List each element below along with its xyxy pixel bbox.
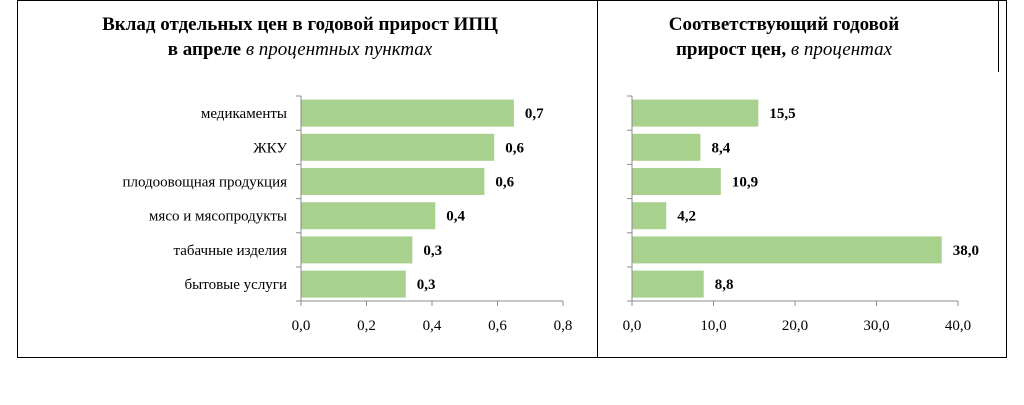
left-category-label-5: табачные изделия (173, 243, 287, 259)
left-value-label-5: 0,3 (423, 243, 442, 259)
left-bar-3 (301, 168, 485, 195)
left-value-label-4: 0,4 (446, 209, 465, 225)
right-bar-1 (632, 99, 759, 127)
left-x-tick-label-5: 0,8 (554, 318, 573, 334)
left-value-label-2: 0,6 (505, 140, 524, 156)
right-value-label-1: 15,5 (769, 106, 795, 122)
right-value-label-5: 38,0 (953, 243, 979, 259)
left-value-label-3: 0,6 (495, 175, 514, 191)
left-category-label-3: плодоовощная продукция (122, 175, 287, 191)
right-x-tick-label-2: 10,0 (700, 318, 726, 334)
right-bar-5 (632, 236, 942, 264)
left-category-label-1: медикаменты (201, 106, 287, 122)
right-chart-title-line2: прирост цен, в процентах (676, 39, 893, 60)
right-bar-2 (632, 133, 701, 161)
left-value-label-1: 0,7 (525, 106, 544, 122)
right-chart-title-bold-part: прирост цен, (676, 39, 786, 60)
right-bar-6 (632, 270, 704, 298)
left-x-tick-label-2: 0,2 (357, 318, 376, 334)
left-x-tick-label-4: 0,6 (488, 318, 507, 334)
right-x-tick-label-1: 0,0 (623, 318, 642, 334)
right-value-label-3: 10,9 (732, 175, 758, 191)
left-x-tick-label-1: 0,0 (292, 318, 311, 334)
left-category-label-4: мясо и мясопродукты (149, 209, 287, 225)
right-value-label-4: 4,2 (677, 209, 696, 225)
right-bar-4 (632, 202, 667, 230)
right-value-label-2: 8,4 (711, 140, 730, 156)
left-category-label-2: ЖКУ (253, 140, 287, 156)
left-bar-6 (301, 270, 406, 298)
left-bar-1 (301, 99, 514, 127)
right-chart-title-italic-part: в процентах (791, 39, 893, 60)
left-value-label-6: 0,3 (417, 277, 436, 293)
right-x-tick-label-3: 20,0 (782, 318, 808, 334)
right-panel-frame (597, 0, 1007, 358)
left-chart-title-line2: в апреле в процентных пунктах (168, 39, 433, 60)
left-bar-chart: 0,7 медикаменты 0,6 ЖКУ 0,6 плодоовощная прод… (122, 95, 573, 334)
left-chart-title-italic-part: в процентных пунктах (246, 39, 433, 60)
right-bar-3 (632, 168, 721, 195)
right-bar-chart: 15,5 8,4 10,9 4,2 38,0 8,8 0,0 10,0 20,0 30,0 40,0 (623, 95, 979, 334)
left-bar-4 (301, 202, 436, 230)
right-x-tick-label-5: 40,0 (945, 318, 971, 334)
left-category-label-6: бытовые услуги (185, 277, 287, 293)
right-x-tick-label-4: 30,0 (863, 318, 889, 334)
left-chart-title-bold-part: в апреле (168, 39, 241, 60)
right-chart-title-line1: Соответствующий годовой (669, 14, 900, 35)
left-bar-2 (301, 133, 495, 161)
right-value-label-6: 8,8 (715, 277, 734, 293)
left-x-tick-label-3: 0,4 (423, 318, 442, 334)
left-chart-title-line1: Вклад отдельных цен в годовой прирост ИП… (102, 14, 498, 35)
left-bar-5 (301, 236, 413, 264)
